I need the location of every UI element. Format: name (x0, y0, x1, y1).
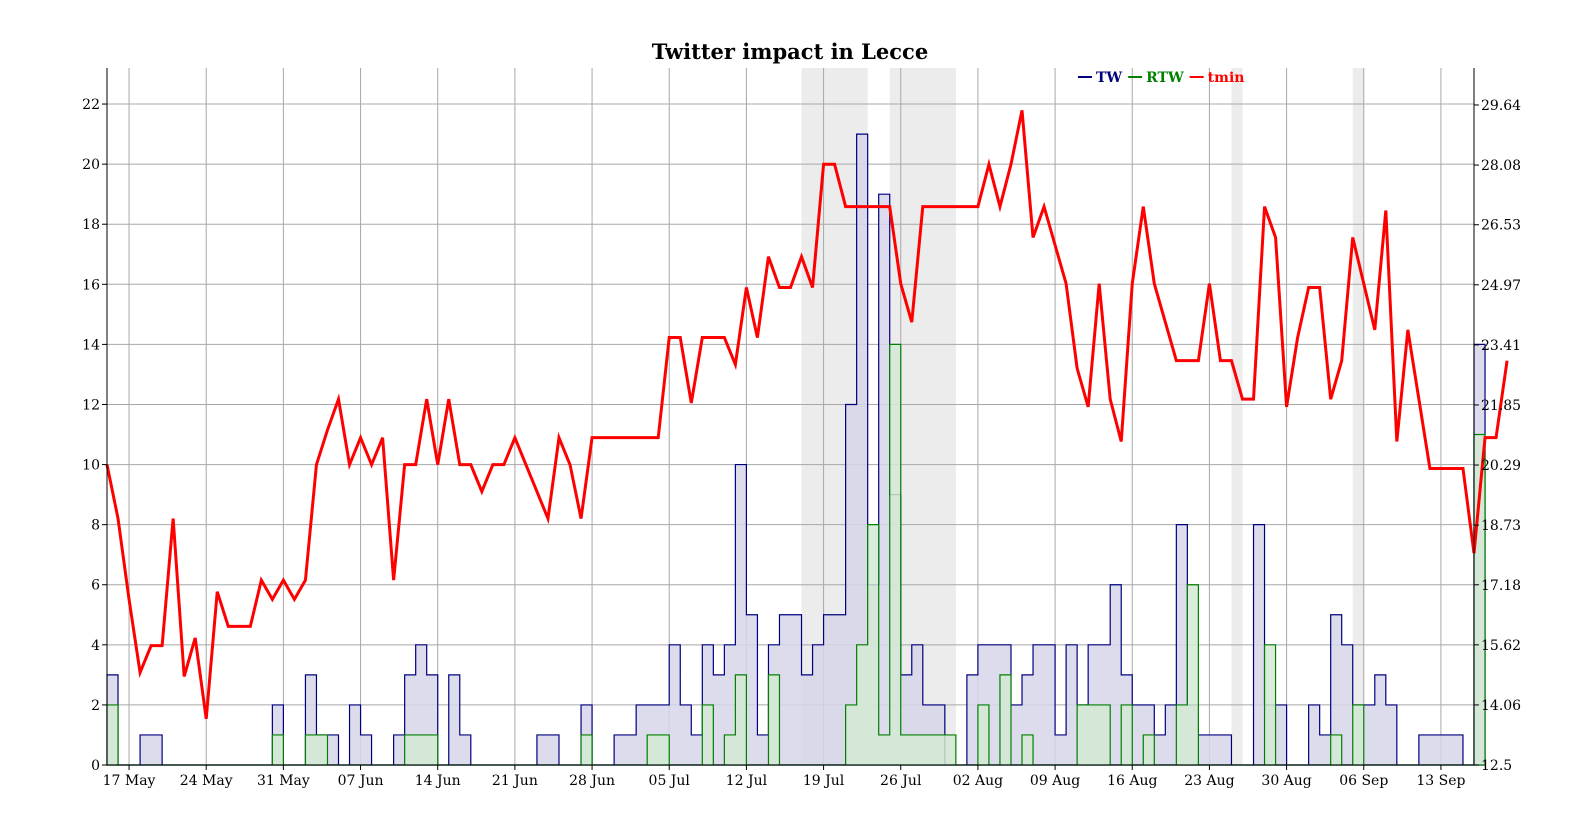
x-tick-label: 21 Jun (492, 773, 538, 789)
y-left-tick-label: 20 (82, 157, 100, 173)
shaded-period (1352, 68, 1364, 765)
axes: 17 May 24 May 31 May 07 Jun 14 Jun 21 Jun 28 J… (82, 68, 1521, 789)
y-right-tick-label: 23.41 (1481, 338, 1521, 354)
y-right-tick-label: 15.62 (1481, 638, 1521, 654)
y-right-tick-label: 14.06 (1481, 698, 1521, 714)
y-right-tick-label: 12.5 (1481, 758, 1512, 774)
x-tick-label: 19 Jul (803, 773, 845, 789)
x-tick-label: 06 Sep (1339, 773, 1388, 789)
x-tick-label: 05 Jul (649, 773, 691, 789)
y-right-tick-label: 24.97 (1481, 278, 1521, 294)
y-left-tick-label: 10 (82, 458, 100, 474)
y-left-tick-label: 0 (91, 758, 100, 774)
x-tick-label: 31 May (257, 773, 310, 789)
x-tick-label: 26 Jul (880, 773, 922, 789)
y-left-tick-label: 12 (82, 397, 100, 413)
y-right-tick-label: 26.53 (1481, 218, 1521, 234)
x-tick-label: 28 Jun (569, 773, 615, 789)
x-tick-label: 09 Aug (1030, 773, 1080, 789)
y-left-tick-label: 18 (82, 217, 100, 233)
y-left-tick-label: 6 (91, 578, 100, 594)
y-left-tick-label: 2 (91, 698, 100, 714)
y-right-tick-label: 17.18 (1481, 578, 1521, 594)
x-tick-label: 17 May (103, 773, 156, 789)
x-tick-label: 16 Aug (1107, 773, 1157, 789)
legend-label-rtw: RTW (1146, 70, 1184, 86)
y-right-tick-label: 28.08 (1481, 158, 1521, 174)
y-left-tick-label: 8 (91, 518, 100, 534)
grid (107, 68, 1474, 765)
legend: TW RTW tmin (1078, 70, 1244, 86)
legend-label-tw: TW (1096, 70, 1122, 86)
series-tw-area (106, 133, 1486, 766)
shaded-period (1231, 68, 1243, 765)
legend-label-tmin: tmin (1208, 70, 1245, 86)
x-tick-label: 24 May (180, 773, 233, 789)
y-right-tick-label: 20.29 (1481, 458, 1521, 474)
x-tick-label: 13 Sep (1416, 773, 1465, 789)
y-right-tick-label: 21.85 (1481, 398, 1521, 414)
x-tick-label: 07 Jun (338, 773, 384, 789)
x-tick-label: 30 Aug (1261, 773, 1311, 789)
x-tick-label: 02 Aug (953, 773, 1003, 789)
y-left-tick-label: 16 (82, 277, 100, 293)
x-tick-label: 12 Jul (726, 773, 768, 789)
y-left-tick-label: 22 (82, 97, 100, 113)
y-left-tick-label: 4 (91, 638, 100, 654)
series-tmin-line (105, 110, 1509, 719)
x-tick-label: 14 Jun (415, 773, 461, 789)
y-right-tick-label: 29.64 (1481, 98, 1521, 114)
y-right-tick-label: 18.73 (1481, 518, 1521, 534)
x-tick-label: 23 Aug (1184, 773, 1234, 789)
y-left-tick-label: 14 (82, 337, 100, 353)
chart-title: Twitter impact in Lecce (652, 39, 928, 64)
